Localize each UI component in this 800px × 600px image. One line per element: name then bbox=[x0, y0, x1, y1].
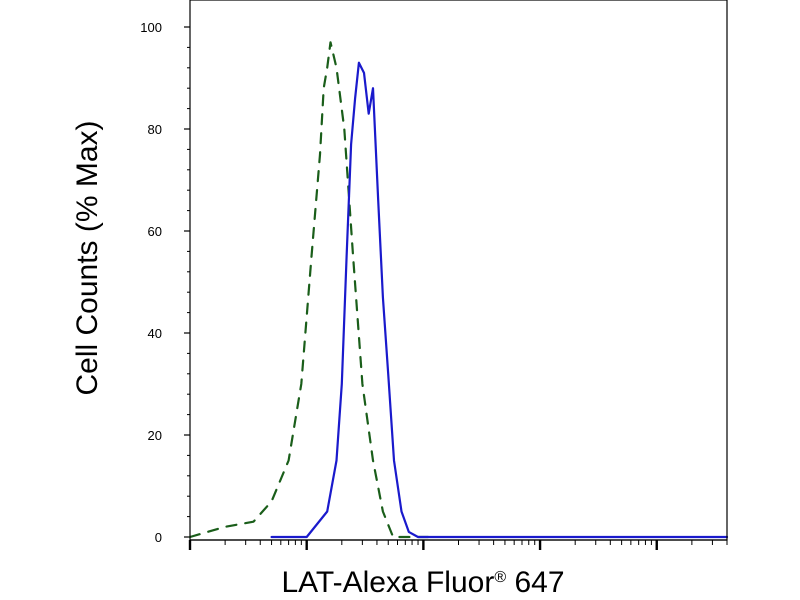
dashed-series-line bbox=[188, 41, 430, 539]
y-tick-label: 0 bbox=[155, 530, 162, 545]
y-tick-label: 100 bbox=[140, 20, 162, 35]
x-axis-title-suffix: 647 bbox=[506, 566, 564, 599]
solid-series-line bbox=[270, 61, 729, 539]
series-layer bbox=[188, 41, 729, 539]
y-axis-ticks: 0 20 40 60 80 100 bbox=[140, 20, 190, 545]
y-tick-label: 60 bbox=[148, 224, 162, 239]
x-axis-title-text: LAT-Alexa Fluor bbox=[281, 566, 494, 599]
x-axis-ticks bbox=[188, 539, 728, 550]
y-tick-label: 40 bbox=[148, 326, 162, 341]
plot-frame bbox=[189, 0, 728, 541]
y-tick-label: 80 bbox=[148, 122, 162, 137]
x-axis-title-mark: ® bbox=[494, 569, 506, 586]
y-axis-title: Cell Counts (% Max) bbox=[71, 120, 104, 395]
y-tick-label: 20 bbox=[148, 428, 162, 443]
x-axis-title: LAT-Alexa Fluor® 647 bbox=[281, 566, 564, 599]
